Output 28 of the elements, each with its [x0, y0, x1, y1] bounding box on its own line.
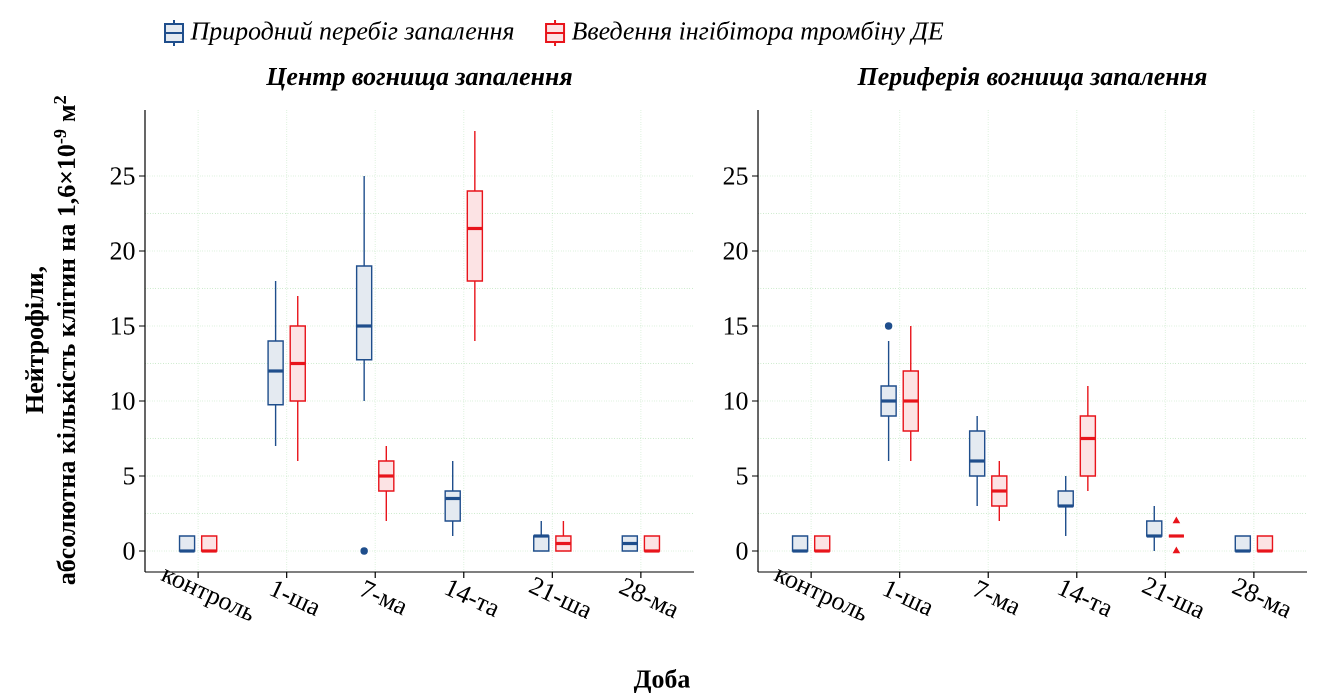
y-tick-label: 25	[723, 167, 748, 185]
x-tick-label: 14-та	[1057, 580, 1111, 618]
x-tick-label: 7-ма	[360, 580, 406, 616]
x-tick-label: 28-ма	[618, 577, 677, 619]
x-tick-label: 21-ша	[1141, 577, 1203, 620]
legend-label: Введення інгібітора тромбіну ДЕ	[571, 20, 944, 46]
y-tick-label: 0	[736, 542, 748, 560]
y-tick-label: 0	[123, 542, 135, 560]
chart-title: Периферія вогнища запалення	[857, 67, 1207, 91]
x-tick-label: 7-ма	[973, 580, 1019, 616]
x-tick-label: 1-ша	[882, 581, 932, 617]
y-tick-label: 15	[724, 317, 748, 335]
x-tick-label: 21-ша	[528, 577, 590, 620]
y-tick-label: 25	[110, 167, 135, 185]
y-tick-label: 15	[111, 317, 135, 335]
y-tick-label: 5	[124, 467, 135, 485]
legend-label: Природний перебіг запалення	[190, 20, 514, 46]
chart-title: Центр вогнища запалення	[266, 68, 572, 91]
y-tick-label: 10	[724, 392, 748, 410]
y-tick-label: 5	[737, 467, 748, 485]
x-axis-title: Доба	[633, 668, 690, 694]
y-tick-label: 20	[723, 242, 748, 260]
y-tick-label: 20	[110, 242, 135, 260]
x-tick-label: 1-ша	[269, 581, 319, 617]
y-axis-title: Нейтрофіли, абсолютна кількість клітин на 1,6×10$^{-9}$ м$^{2}$	[25, 96, 79, 585]
x-tick-label: 28-ма	[1231, 577, 1290, 619]
y-tick-label: 10	[111, 392, 135, 410]
x-tick-label: 14-та	[444, 580, 498, 618]
